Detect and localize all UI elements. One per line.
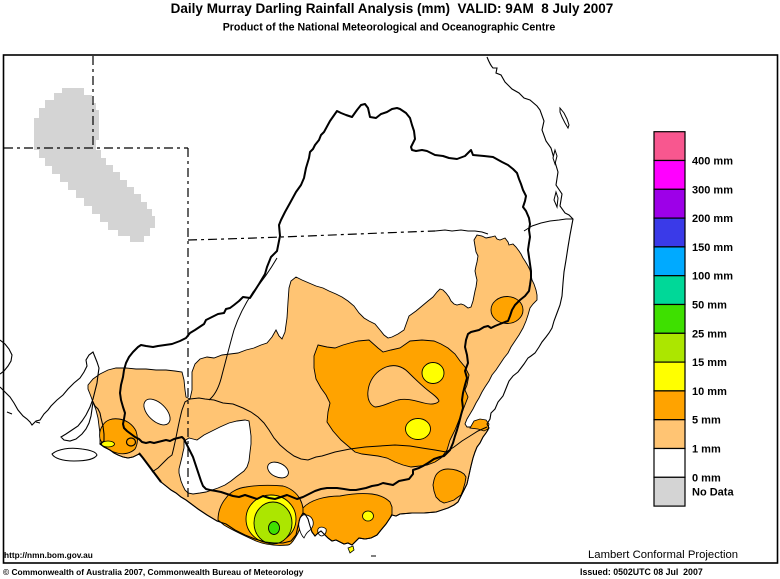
svg-text:150 mm: 150 mm [692,242,733,254]
svg-text:http://nmn.bom.gov.au: http://nmn.bom.gov.au [4,550,93,560]
svg-text:No Data: No Data [692,487,734,499]
svg-text:5 mm: 5 mm [692,415,721,427]
svg-text:100 mm: 100 mm [692,271,733,283]
svg-text:15 mm: 15 mm [692,357,727,369]
svg-text:300 mm: 300 mm [692,184,733,196]
svg-text:Lambert Conformal Projection: Lambert Conformal Projection [588,549,738,561]
svg-text:10 mm: 10 mm [692,386,727,398]
svg-text:Daily Murray Darling Rainfall: Daily Murray Darling Rainfall Analysis (… [171,1,614,16]
svg-text:1 mm: 1 mm [692,444,721,456]
svg-text:Issued: 0502UTC 08 Jul 2007: Issued: 0502UTC 08 Jul 2007 [580,567,703,577]
svg-text:25 mm: 25 mm [692,328,727,340]
svg-text:50 mm: 50 mm [692,300,727,312]
svg-text:0 mm: 0 mm [692,472,721,484]
svg-text:400 mm: 400 mm [692,156,733,168]
svg-text:© Commonwealth of Australia 20: © Commonwealth of Australia 2007, Common… [3,567,304,577]
svg-text:200 mm: 200 mm [692,213,733,225]
svg-text:Product of the National Meteor: Product of the National Meteorological a… [223,22,556,34]
